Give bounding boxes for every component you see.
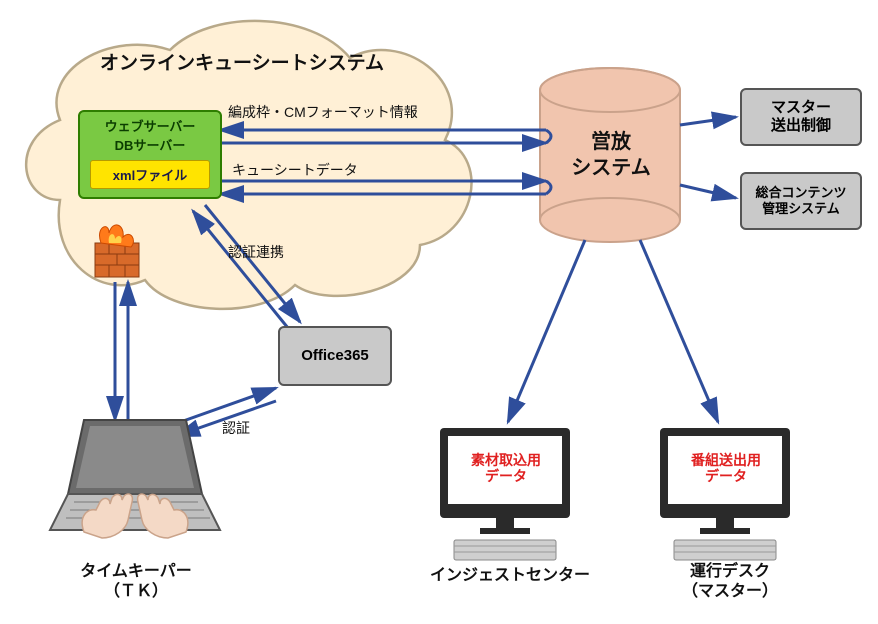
label-ingest: インジェストセンター xyxy=(420,566,600,586)
label-cuesheet: キューシートデータ xyxy=(232,162,358,180)
cloud-title: オンラインキューシートシステム xyxy=(100,52,384,76)
cylinder-line1: 営放 xyxy=(578,130,644,155)
monitor-ingest-text: 素材取込用 データ xyxy=(452,452,560,484)
monitor-desk-text: 番組送出用 データ xyxy=(672,452,780,484)
server-box: ウェブサーバー DBサーバー xmlファイル xyxy=(78,110,222,199)
box-content-mgmt: 総合コンテンツ 管理システム xyxy=(740,172,862,230)
cylinder-line2: システム xyxy=(560,156,662,181)
monitor-ingest xyxy=(440,428,570,560)
arrow-cyl-to-master xyxy=(680,117,736,125)
arrow-cyl-ingest xyxy=(508,240,585,422)
eiho-cylinder xyxy=(540,68,680,242)
label-format: 編成枠・CMフォーマット情報 xyxy=(228,104,418,122)
firewall-icon xyxy=(95,225,139,277)
label-desk: 運行デスク （マスター） xyxy=(660,562,800,602)
box-office365: Office365 xyxy=(278,326,392,386)
label-tk: タイムキーパー （ＴＫ） xyxy=(56,562,216,602)
arrow-cyl-to-content xyxy=(680,185,736,198)
server-line1: ウェブサーバー xyxy=(84,116,216,135)
arrow-auth-up xyxy=(193,211,288,328)
label-auth: 認証 xyxy=(222,420,250,438)
server-line2: DBサーバー xyxy=(84,135,216,154)
arrow-auth-down xyxy=(205,205,300,322)
xml-file-box: xmlファイル xyxy=(90,160,210,189)
laptop-icon xyxy=(50,420,220,538)
monitor-desk xyxy=(660,428,790,560)
label-auth-link: 認証連携 xyxy=(228,244,284,262)
diagram-stage: オンラインキューシートシステム ウェブサーバー DBサーバー xmlファイル 編… xyxy=(0,0,878,624)
arrow-cyl-desk xyxy=(640,240,718,422)
box-master-out: マスター 送出制御 xyxy=(740,88,862,146)
